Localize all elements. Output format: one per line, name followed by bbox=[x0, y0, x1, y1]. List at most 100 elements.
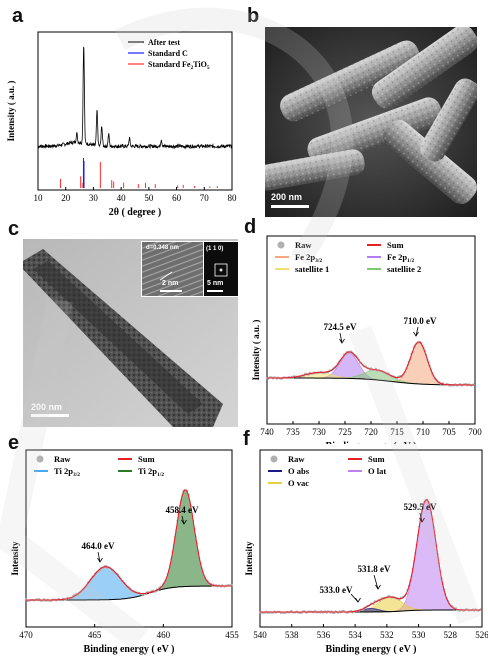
peak-fill bbox=[46, 566, 167, 601]
legend-label: Raw bbox=[295, 240, 312, 250]
legend-label: satellite 2 bbox=[387, 264, 421, 274]
x-tick-label: 80 bbox=[228, 193, 238, 203]
peak-annotation: 710.0 eV bbox=[404, 316, 437, 326]
legend-label-text: O vac bbox=[288, 478, 309, 488]
legend-label: O abs bbox=[288, 466, 310, 476]
legend-label: Raw bbox=[54, 454, 71, 464]
hrtem-inset: d=0.348 nm 2 nm bbox=[141, 241, 205, 297]
tem-image: d=0.348 nm 2 nm (1 1 0) 5 nm 200 nm bbox=[23, 239, 238, 427]
xps-ti2p-chart: 470 465 460 455 Binding energy ( eV ) Intensi… bbox=[10, 449, 239, 655]
sem-scale-bar-label: 200 nm bbox=[271, 192, 303, 202]
x-tick-label: 705 bbox=[442, 427, 456, 437]
x-axis-label: Binding energy ( eV ) bbox=[326, 644, 417, 655]
annotation-arrow bbox=[419, 512, 423, 523]
sem-rods-illustration bbox=[265, 27, 477, 217]
xps-o1s-chart: 540 538 536 534 532 530 528 526 Binding energy (… bbox=[244, 449, 488, 655]
x-tick-label: 715 bbox=[390, 427, 404, 437]
legend-swatch bbox=[270, 455, 278, 463]
panel-label-c: c bbox=[8, 218, 20, 240]
panel-label-e: e bbox=[8, 432, 20, 454]
plot-frame bbox=[259, 449, 483, 628]
legend-label: Raw bbox=[288, 454, 305, 464]
legend-label-text: Raw bbox=[288, 454, 305, 464]
fft-pattern bbox=[204, 242, 238, 296]
legend-label: Fe 2p1/2 bbox=[387, 252, 414, 264]
legend-label: Sum bbox=[138, 454, 155, 464]
fft-inset: (1 1 0) 5 nm bbox=[203, 241, 238, 297]
tem-rod-illustration bbox=[23, 239, 238, 427]
legend-label-subscript: 3/2 bbox=[315, 258, 322, 264]
legend-label-fe2tio5-part: Standard Fe bbox=[148, 60, 191, 69]
legend-label-fe2tio5-part: TiO bbox=[193, 60, 207, 69]
legend-label-text: satellite 1 bbox=[295, 264, 329, 274]
legend-swatch bbox=[277, 241, 285, 249]
panel-label-a: a bbox=[12, 5, 24, 27]
peak-fill bbox=[388, 499, 465, 612]
legend-label-text: O lat bbox=[368, 466, 386, 476]
d-spacing-label: d=0.348 nm bbox=[146, 245, 179, 251]
legend-label: Ti 2p3/2 bbox=[54, 466, 80, 478]
y-axis-label: Intensity ( a.u. ) bbox=[6, 81, 16, 142]
legend-label: O lat bbox=[368, 466, 386, 476]
annotation-arrow bbox=[415, 326, 419, 337]
x-tick-label: 470 bbox=[19, 630, 33, 640]
legend-label-after-test: After test bbox=[148, 38, 180, 47]
annotation-arrowhead bbox=[181, 519, 187, 525]
peak-annotation: 531.8 eV bbox=[358, 564, 391, 574]
legend-label: Sum bbox=[387, 240, 404, 250]
x-tick-label: 735 bbox=[286, 427, 300, 437]
legend-label: O vac bbox=[288, 478, 309, 488]
annotation-arrowhead bbox=[419, 517, 425, 523]
x-tick-label: 536 bbox=[317, 630, 331, 640]
annotation-arrowhead bbox=[355, 597, 361, 603]
sum-fit-line bbox=[267, 341, 474, 386]
legend-label-subscript: 1/2 bbox=[157, 472, 164, 478]
x-tick-label: 720 bbox=[364, 427, 378, 437]
x-axis-label: Binding energy ( eV ) bbox=[84, 644, 175, 655]
xps-fe2p-chart: 740 735 730 725 720 715 710 705 700 Binding energ… bbox=[251, 235, 482, 444]
legend-label-text: Sum bbox=[368, 454, 385, 464]
annotation-arrow bbox=[97, 551, 101, 563]
panel-label-d: d bbox=[244, 216, 257, 238]
peak-annotation: 533.0 eV bbox=[320, 585, 353, 595]
x-tick-label: 730 bbox=[312, 427, 326, 437]
x-tick-label: 20 bbox=[61, 193, 71, 203]
legend-label-subscript: 1/2 bbox=[407, 258, 414, 264]
x-tick-label: 50 bbox=[144, 193, 154, 203]
plot-frame bbox=[37, 31, 233, 191]
legend-swatch bbox=[36, 455, 44, 463]
legend-label-text: satellite 2 bbox=[387, 264, 421, 274]
x-tick-label: 465 bbox=[88, 630, 102, 640]
legend-label: Ti 2p1/2 bbox=[138, 466, 164, 478]
legend-label-text: Raw bbox=[295, 240, 312, 250]
sum-fit-line bbox=[26, 489, 232, 601]
peak-annotation: 458.4 eV bbox=[166, 505, 199, 515]
annotation-arrow bbox=[181, 515, 185, 525]
peak-annotation: 724.5 eV bbox=[324, 322, 357, 332]
sum-fit-line bbox=[260, 499, 481, 613]
y-axis-label: Intensity bbox=[10, 541, 20, 576]
panel-label-b: b bbox=[247, 5, 260, 27]
x-tick-label: 700 bbox=[468, 427, 482, 437]
peak-annotation: 464.0 eV bbox=[82, 541, 115, 551]
legend-label-text: O abs bbox=[288, 466, 310, 476]
x-tick-label: 725 bbox=[338, 427, 352, 437]
legend-label-carbon: Standard C bbox=[148, 49, 188, 58]
x-tick-label: 740 bbox=[260, 427, 274, 437]
x-tick-label: 40 bbox=[117, 193, 127, 203]
x-tick-label: 532 bbox=[380, 630, 394, 640]
legend-label-text: Raw bbox=[54, 454, 71, 464]
xrd-chart: 10 20 30 40 50 60 70 80 2θ ( degree ) Intensity (… bbox=[6, 31, 238, 218]
x-tick-label: 530 bbox=[412, 630, 426, 640]
sem-image: 200 nm bbox=[265, 27, 477, 217]
legend-label: Fe 2p3/2 bbox=[295, 252, 322, 264]
x-tick-label: 710 bbox=[416, 427, 430, 437]
x-tick-label: 526 bbox=[475, 630, 488, 640]
x-axis-label: 2θ ( degree ) bbox=[109, 207, 162, 218]
peak-annotation: 529.5 eV bbox=[404, 502, 437, 512]
after-test-line bbox=[37, 46, 233, 150]
annotation-arrow bbox=[339, 332, 343, 344]
annotation-arrowhead bbox=[97, 557, 103, 563]
legend-label-text: Fe 2p bbox=[295, 252, 315, 262]
legend-label-subscript: 3/2 bbox=[73, 472, 80, 478]
